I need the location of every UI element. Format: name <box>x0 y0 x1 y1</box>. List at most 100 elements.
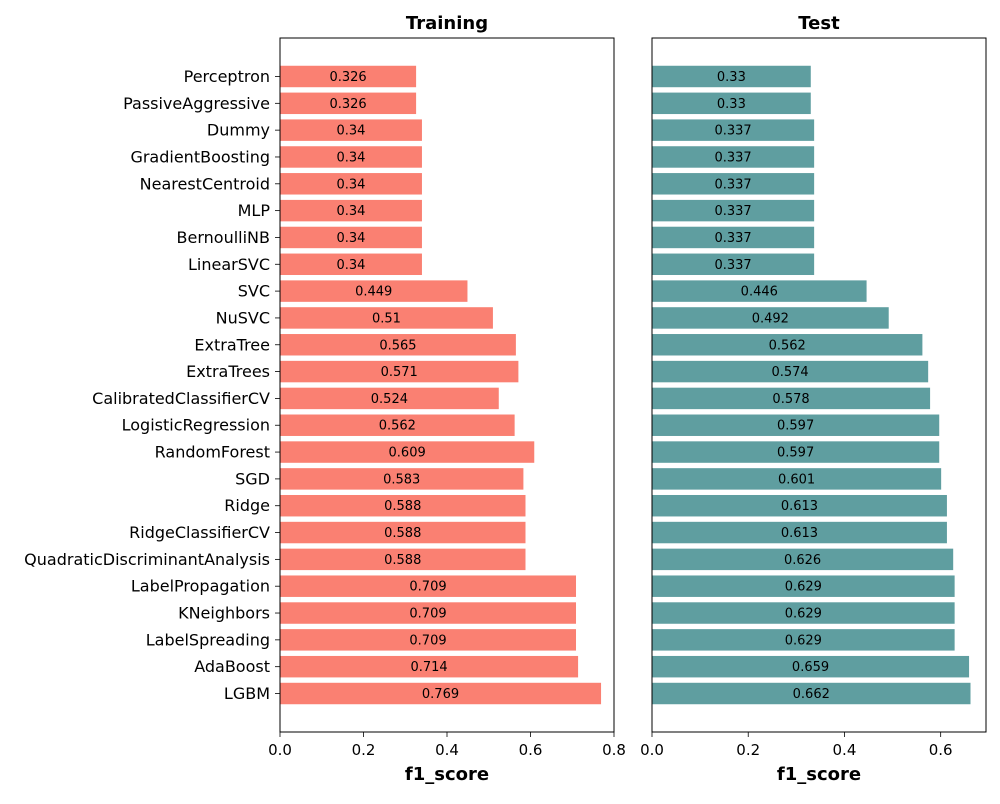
training-bar <box>280 494 526 517</box>
test-value-label: 0.337 <box>714 177 751 192</box>
training-value-label: 0.326 <box>329 97 366 112</box>
training-value-label: 0.609 <box>389 446 426 461</box>
test-bar <box>652 414 940 436</box>
category-label: LabelSpreading <box>146 630 270 649</box>
training-value-label: 0.709 <box>409 580 446 595</box>
training-title: Training <box>406 13 488 34</box>
training-bar <box>280 360 519 383</box>
test-bar <box>652 146 815 168</box>
test-bar <box>652 441 940 463</box>
training-value-label: 0.583 <box>383 472 420 487</box>
training-bar <box>280 441 535 463</box>
test-bar <box>652 629 955 651</box>
test-x-axis-label: f1_score <box>777 764 861 785</box>
training-panel: Training f1_score 0.326 Perceptron 0.326 Pa… <box>24 13 626 785</box>
training-bar <box>280 387 499 410</box>
test-bar <box>652 334 923 356</box>
training-value-label: 0.588 <box>384 526 421 541</box>
training-value-label: 0.709 <box>409 633 446 648</box>
training-value-label: 0.588 <box>384 553 421 568</box>
test-axes-frame <box>651 37 987 733</box>
test-value-label: 0.33 <box>717 70 746 85</box>
training-value-label: 0.769 <box>422 687 459 702</box>
test-value-label: 0.597 <box>777 419 814 434</box>
training-bar <box>280 199 422 222</box>
test-value-label: 0.337 <box>714 150 751 165</box>
training-bar <box>280 280 468 302</box>
category-label: AdaBoost <box>194 657 270 676</box>
category-label: GradientBoosting <box>130 147 270 166</box>
test-bar <box>652 494 947 517</box>
test-value-label: 0.626 <box>784 553 821 568</box>
category-label: Dummy <box>207 121 270 140</box>
category-label: RandomForest <box>155 443 270 462</box>
training-bar <box>280 334 516 356</box>
test-bar <box>652 119 815 141</box>
test-value-label: 0.337 <box>714 258 751 273</box>
test-x-tick-label: 0.4 <box>833 741 857 759</box>
test-value-label: 0.613 <box>781 499 818 514</box>
training-x-tick-label: 0.4 <box>435 741 459 759</box>
training-bar <box>280 146 422 168</box>
training-value-label: 0.714 <box>410 660 447 675</box>
training-x-tick-label: 0.2 <box>352 741 376 759</box>
test-bar <box>652 387 931 410</box>
test-title: Test <box>798 13 840 34</box>
training-x-tick-label: 0.0 <box>268 741 292 759</box>
test-bar <box>652 548 954 571</box>
test-value-label: 0.446 <box>741 285 778 300</box>
test-bar <box>652 199 815 222</box>
training-bar <box>280 655 579 678</box>
training-bar <box>280 548 526 571</box>
training-bar <box>280 253 422 276</box>
training-value-label: 0.34 <box>336 204 365 219</box>
test-bar <box>652 602 955 624</box>
category-label: PassiveAggressive <box>123 94 270 113</box>
training-bar <box>280 226 422 249</box>
test-bar <box>652 253 815 276</box>
training-value-label: 0.588 <box>384 499 421 514</box>
training-bar <box>280 468 524 490</box>
training-bar <box>280 173 422 195</box>
training-axes-frame <box>279 37 615 733</box>
training-x-tick-label: 0.8 <box>602 741 626 759</box>
training-value-label: 0.326 <box>329 70 366 85</box>
category-label: SVC <box>238 282 270 301</box>
test-x-tick-label: 0.6 <box>929 741 953 759</box>
training-bar <box>280 414 515 436</box>
training-bar <box>280 65 417 88</box>
training-value-label: 0.562 <box>379 419 416 434</box>
test-bar <box>652 360 929 383</box>
training-bar <box>280 92 417 115</box>
test-bar <box>652 655 970 678</box>
category-label: MLP <box>238 201 271 220</box>
training-value-label: 0.34 <box>336 177 365 192</box>
training-value-label: 0.565 <box>379 338 416 353</box>
category-label: NuSVC <box>216 308 270 327</box>
category-label: ExtraTrees <box>186 362 270 381</box>
test-bar <box>652 173 815 195</box>
training-bar <box>280 682 602 705</box>
test-x-tick-label: 0.2 <box>736 741 760 759</box>
test-bar <box>652 226 815 249</box>
training-value-label: 0.34 <box>336 231 365 246</box>
training-bar <box>280 629 577 651</box>
category-label: KNeighbors <box>178 604 270 623</box>
category-label: NearestCentroid <box>140 174 270 193</box>
training-value-label: 0.34 <box>336 124 365 139</box>
category-label: ExtraTree <box>194 335 270 354</box>
test-bar <box>652 307 889 329</box>
test-panel: Test f1_score 0.33 0.33 0.337 0.337 0.337 0.3… <box>640 13 987 785</box>
training-value-label: 0.34 <box>336 150 365 165</box>
category-label: LGBM <box>224 684 270 703</box>
test-bar <box>652 575 955 597</box>
test-value-label: 0.337 <box>714 204 751 219</box>
category-label: SGD <box>235 469 270 488</box>
training-value-label: 0.34 <box>336 258 365 273</box>
training-value-label: 0.524 <box>371 392 408 407</box>
category-label: CalibratedClassifierCV <box>92 389 270 408</box>
category-label: RidgeClassifierCV <box>129 523 270 542</box>
training-bar <box>280 307 493 329</box>
test-value-label: 0.662 <box>793 687 830 702</box>
